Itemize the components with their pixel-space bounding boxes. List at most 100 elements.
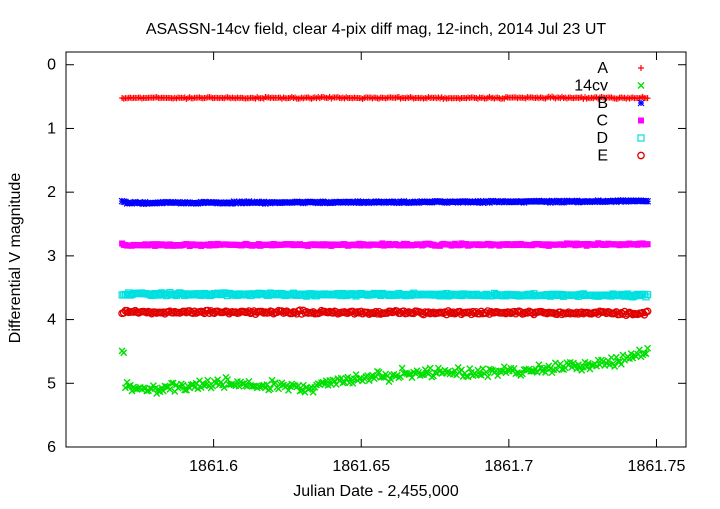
- point-A: [644, 95, 651, 102]
- series-14cv: [118, 344, 652, 398]
- point-14cv: [612, 353, 620, 361]
- point-B: [616, 197, 624, 205]
- point-14cv: [349, 379, 357, 387]
- legend-label-D: D: [596, 130, 608, 147]
- point-B: [593, 197, 600, 205]
- point-B: [504, 197, 512, 205]
- point-B: [138, 199, 146, 207]
- point-14cv: [166, 385, 174, 393]
- point-14cv: [474, 366, 482, 374]
- point-B: [603, 198, 610, 206]
- point-14cv: [266, 385, 274, 393]
- point-B: [443, 199, 451, 207]
- point-B: [553, 198, 561, 206]
- series-D: [118, 288, 652, 301]
- point-E: [365, 310, 374, 318]
- legend-marker-14cv: [637, 82, 645, 89]
- point-14cv: [518, 370, 526, 378]
- data-points: [118, 93, 652, 398]
- point-B: [217, 199, 225, 207]
- point-B: [182, 199, 190, 207]
- point-B: [265, 198, 273, 206]
- point-B: [298, 198, 306, 206]
- legend-marker-B: [637, 99, 645, 107]
- point-14cv: [644, 344, 652, 352]
- point-B: [355, 199, 363, 207]
- x-tick-label: 1861.65: [332, 458, 390, 475]
- point-B: [378, 198, 386, 206]
- point-B: [388, 198, 396, 206]
- point-14cv: [528, 367, 536, 375]
- point-B: [337, 198, 345, 206]
- point-E: [469, 307, 477, 316]
- point-14cv: [541, 368, 549, 376]
- chart-title: ASASSN-14cv field, clear 4-pix diff mag,…: [146, 21, 607, 38]
- point-14cv: [275, 385, 283, 393]
- point-B: [225, 199, 233, 206]
- plot-frame: [65, 51, 687, 448]
- point-B: [398, 198, 406, 206]
- point-14cv: [640, 349, 648, 357]
- point-B: [462, 198, 470, 206]
- x-tick-label: 1861.7: [484, 458, 533, 475]
- point-B: [550, 198, 558, 205]
- point-B: [614, 197, 622, 205]
- point-14cv: [533, 368, 541, 376]
- legend-label-E: E: [597, 148, 608, 165]
- legend-label-B: B: [597, 95, 608, 112]
- point-B: [436, 198, 444, 205]
- point-B: [179, 199, 187, 207]
- point-14cv: [220, 384, 228, 392]
- point-14cv: [365, 377, 373, 385]
- point-B: [253, 198, 261, 206]
- y-tick-label: 1: [47, 120, 56, 137]
- point-B: [510, 198, 518, 206]
- point-D: [642, 293, 650, 301]
- point-14cv: [642, 350, 650, 358]
- point-14cv: [464, 373, 472, 381]
- point-14cv: [309, 388, 317, 396]
- series-C: [119, 240, 651, 250]
- point-14cv: [635, 346, 643, 354]
- legend-label-A: A: [597, 60, 608, 77]
- point-B: [128, 199, 136, 207]
- x-tick-label: 1861.6: [189, 458, 238, 475]
- point-B: [575, 198, 582, 206]
- point-14cv: [418, 371, 426, 379]
- point-14cv: [121, 384, 129, 392]
- point-14cv: [298, 386, 306, 394]
- y-tick-label: 2: [47, 184, 56, 201]
- legend-marker-D: [637, 134, 645, 142]
- point-B: [430, 198, 437, 206]
- point-B: [596, 198, 604, 206]
- point-14cv: [556, 360, 564, 368]
- point-B: [622, 198, 630, 205]
- point-E: [558, 310, 566, 319]
- point-E: [643, 307, 652, 316]
- point-14cv: [578, 366, 586, 374]
- point-B: [458, 198, 465, 206]
- point-14cv: [584, 359, 592, 367]
- series-E: [118, 306, 652, 320]
- point-14cv: [238, 380, 246, 388]
- axes: 1861.6 1861.65 1861.7 1861.75 0 1 2 3 4 5 6: [47, 52, 686, 475]
- point-B: [123, 199, 131, 207]
- point-14cv: [169, 379, 177, 387]
- legend-marker-E: [637, 151, 645, 160]
- point-E: [638, 308, 647, 317]
- point-B: [644, 197, 652, 205]
- point-B: [374, 198, 381, 206]
- point-B: [441, 198, 449, 206]
- y-tick-label: 0: [47, 57, 56, 74]
- point-B: [517, 198, 525, 206]
- y-axis-label: Differential V magnitude: [7, 173, 24, 344]
- point-14cv: [182, 386, 190, 394]
- point-E: [287, 309, 296, 318]
- point-14cv: [387, 375, 395, 383]
- point-14cv: [271, 379, 279, 387]
- point-B: [560, 198, 568, 206]
- legend-marker-C: [638, 117, 644, 124]
